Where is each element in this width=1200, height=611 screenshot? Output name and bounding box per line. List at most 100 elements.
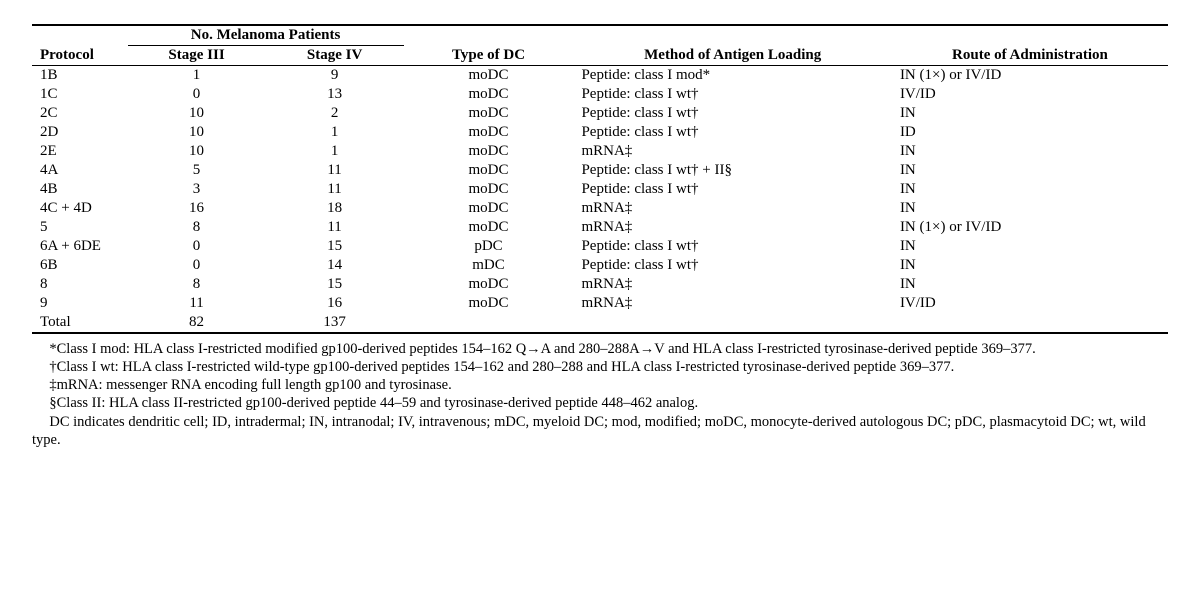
cell-stage3: 11 bbox=[128, 294, 266, 313]
footnote-4: §Class II: HLA class II-restricted gp100… bbox=[32, 394, 1168, 412]
table-row: 2E101moDCmRNA‡IN bbox=[32, 142, 1168, 161]
col-header-protocol: Protocol bbox=[32, 25, 128, 66]
cell-stage3: 10 bbox=[128, 104, 266, 123]
cell-protocol: 1B bbox=[32, 66, 128, 86]
table-row: 5811moDCmRNA‡IN (1×) or IV/ID bbox=[32, 218, 1168, 237]
cell-stage3: 8 bbox=[128, 275, 266, 294]
cell-loading: mRNA‡ bbox=[573, 199, 892, 218]
cell-loading: Peptide: class I wt† + II§ bbox=[573, 161, 892, 180]
protocols-table: Protocol No. Melanoma Patients Type of D… bbox=[32, 24, 1168, 334]
cell-stage4: 11 bbox=[266, 180, 404, 199]
table-body: 1B19moDCPeptide: class I mod*IN (1×) or … bbox=[32, 66, 1168, 334]
cell-stage4: 11 bbox=[266, 218, 404, 237]
cell-protocol: 2D bbox=[32, 123, 128, 142]
cell-protocol: 1C bbox=[32, 85, 128, 104]
cell-dc: moDC bbox=[404, 218, 574, 237]
cell-dc: pDC bbox=[404, 237, 574, 256]
table-row: 2C102moDCPeptide: class I wt†IN bbox=[32, 104, 1168, 123]
cell-loading: Peptide: class I wt† bbox=[573, 104, 892, 123]
cell-dc: moDC bbox=[404, 123, 574, 142]
cell-stage3: 5 bbox=[128, 161, 266, 180]
cell-dc: moDC bbox=[404, 142, 574, 161]
protocols-table-wrap: Protocol No. Melanoma Patients Type of D… bbox=[32, 24, 1168, 449]
table-row: 1B19moDCPeptide: class I mod*IN (1×) or … bbox=[32, 66, 1168, 86]
cell-route: IN bbox=[892, 161, 1168, 180]
cell-stage3: 0 bbox=[128, 85, 266, 104]
table-row: 4B311moDCPeptide: class I wt†IN bbox=[32, 180, 1168, 199]
col-group-patients: No. Melanoma Patients bbox=[128, 25, 404, 46]
cell-route: IN (1×) or IV/ID bbox=[892, 218, 1168, 237]
footnote-5: DC indicates dendritic cell; ID, intrade… bbox=[32, 413, 1168, 449]
cell-route: IN bbox=[892, 256, 1168, 275]
cell-route: IV/ID bbox=[892, 85, 1168, 104]
cell-route: IN bbox=[892, 142, 1168, 161]
cell-protocol: 9 bbox=[32, 294, 128, 313]
cell-loading: Peptide: class I mod* bbox=[573, 66, 892, 86]
cell-stage4: 18 bbox=[266, 199, 404, 218]
cell-stage4: 16 bbox=[266, 294, 404, 313]
cell-protocol: 2E bbox=[32, 142, 128, 161]
table-row: 4A511moDCPeptide: class I wt† + II§IN bbox=[32, 161, 1168, 180]
cell-dc: mDC bbox=[404, 256, 574, 275]
cell-stage3: 3 bbox=[128, 180, 266, 199]
cell-route: IN bbox=[892, 237, 1168, 256]
cell-stage3: 1 bbox=[128, 66, 266, 86]
cell-route: IN bbox=[892, 104, 1168, 123]
table-row: 8815moDCmRNA‡IN bbox=[32, 275, 1168, 294]
cell-route: ID bbox=[892, 123, 1168, 142]
cell-dc: moDC bbox=[404, 104, 574, 123]
cell-stage3: 16 bbox=[128, 199, 266, 218]
cell-protocol: 8 bbox=[32, 275, 128, 294]
cell-stage3: 0 bbox=[128, 237, 266, 256]
table-row-total: Total82137 bbox=[32, 313, 1168, 333]
cell-stage4: 14 bbox=[266, 256, 404, 275]
cell-protocol: 4A bbox=[32, 161, 128, 180]
col-header-route: Route of Administration bbox=[892, 25, 1168, 66]
cell-stage3: 10 bbox=[128, 123, 266, 142]
cell-stage4: 15 bbox=[266, 275, 404, 294]
col-header-stage4: Stage IV bbox=[266, 46, 404, 66]
cell-dc: moDC bbox=[404, 66, 574, 86]
table-head: Protocol No. Melanoma Patients Type of D… bbox=[32, 25, 1168, 66]
cell-loading: Peptide: class I wt† bbox=[573, 180, 892, 199]
cell-stage4: 2 bbox=[266, 104, 404, 123]
cell-stage4: 15 bbox=[266, 237, 404, 256]
cell-stage3: 10 bbox=[128, 142, 266, 161]
cell-stage4: 11 bbox=[266, 161, 404, 180]
cell-total-stage3: 82 bbox=[128, 313, 266, 333]
table-row: 4C + 4D1618moDCmRNA‡IN bbox=[32, 199, 1168, 218]
cell-loading: Peptide: class I wt† bbox=[573, 237, 892, 256]
cell-loading: mRNA‡ bbox=[573, 294, 892, 313]
cell-route: IN bbox=[892, 275, 1168, 294]
cell-loading: mRNA‡ bbox=[573, 142, 892, 161]
footnote-1: *Class I mod: HLA class I-restricted mod… bbox=[32, 340, 1168, 358]
cell-loading: mRNA‡ bbox=[573, 218, 892, 237]
table-row: 6B014mDCPeptide: class I wt†IN bbox=[32, 256, 1168, 275]
cell-dc: moDC bbox=[404, 85, 574, 104]
cell-route: IN bbox=[892, 180, 1168, 199]
cell-protocol: 5 bbox=[32, 218, 128, 237]
cell-loading: Peptide: class I wt† bbox=[573, 123, 892, 142]
cell-route: IV/ID bbox=[892, 294, 1168, 313]
cell-stage4: 13 bbox=[266, 85, 404, 104]
cell-dc: moDC bbox=[404, 199, 574, 218]
cell-dc: moDC bbox=[404, 294, 574, 313]
table-row: 2D101moDCPeptide: class I wt†ID bbox=[32, 123, 1168, 142]
cell-protocol: 4B bbox=[32, 180, 128, 199]
cell-stage4: 1 bbox=[266, 123, 404, 142]
cell-route: IN bbox=[892, 199, 1168, 218]
cell-stage4: 9 bbox=[266, 66, 404, 86]
cell-total-label: Total bbox=[32, 313, 128, 333]
cell-dc: moDC bbox=[404, 161, 574, 180]
cell-route: IN (1×) or IV/ID bbox=[892, 66, 1168, 86]
cell-protocol: 6B bbox=[32, 256, 128, 275]
table-row: 1C013moDCPeptide: class I wt†IV/ID bbox=[32, 85, 1168, 104]
footnotes: *Class I mod: HLA class I-restricted mod… bbox=[32, 340, 1168, 449]
cell-loading: Peptide: class I wt† bbox=[573, 85, 892, 104]
cell-dc: moDC bbox=[404, 275, 574, 294]
cell-protocol: 6A + 6DE bbox=[32, 237, 128, 256]
col-header-stage3: Stage III bbox=[128, 46, 266, 66]
cell-loading: Peptide: class I wt† bbox=[573, 256, 892, 275]
cell-protocol: 2C bbox=[32, 104, 128, 123]
table-row: 91116moDCmRNA‡IV/ID bbox=[32, 294, 1168, 313]
